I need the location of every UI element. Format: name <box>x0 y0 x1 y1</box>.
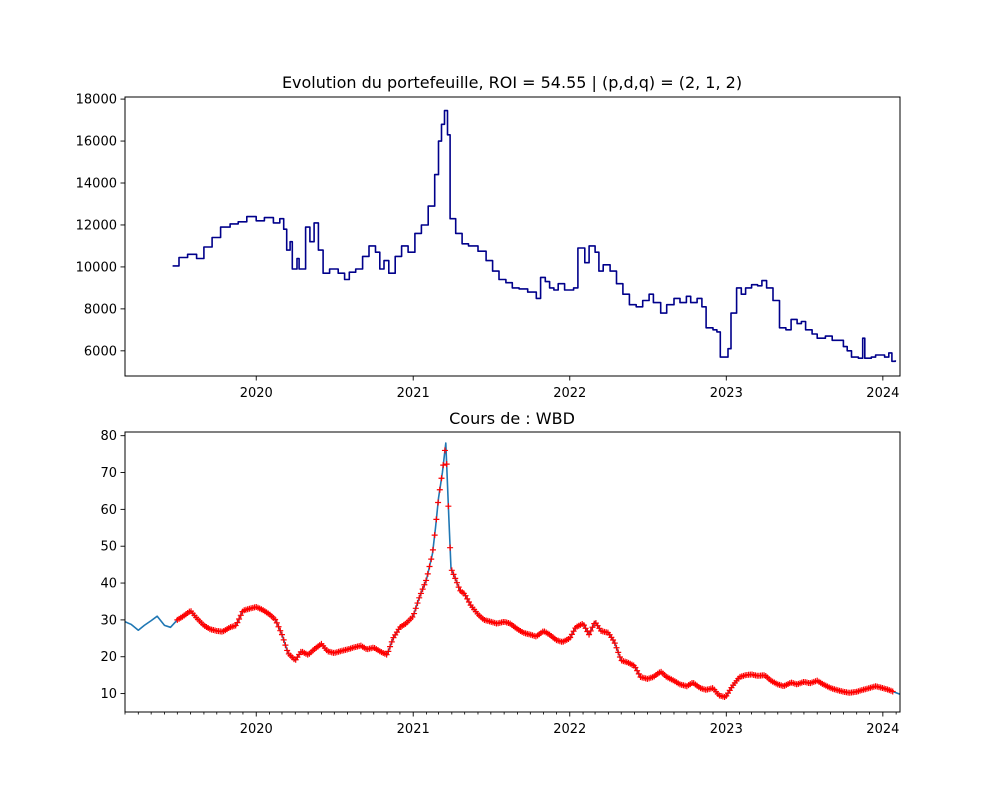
x-tick-label: 2020 <box>240 722 273 737</box>
y-tick-label: 20 <box>100 650 117 665</box>
buy-marker <box>582 625 589 632</box>
y-tick-label: 30 <box>100 613 117 628</box>
y-tick-label: 8000 <box>84 302 117 317</box>
y-tick-label: 12000 <box>76 218 117 233</box>
buy-marker <box>616 653 623 660</box>
buy-marker <box>610 637 617 644</box>
buy-marker <box>436 486 443 493</box>
buy-marker <box>234 619 241 626</box>
buy-marker <box>615 649 622 656</box>
buy-marker <box>429 546 436 553</box>
buy-marker <box>414 600 421 607</box>
buy-marker <box>284 647 291 654</box>
buy-marker <box>423 577 430 584</box>
series-line <box>172 109 897 363</box>
buy-marker <box>450 571 457 578</box>
buy-marker <box>441 447 448 454</box>
x-tick-label: 2022 <box>553 386 586 401</box>
buy-marker <box>426 563 433 570</box>
buy-marker <box>421 581 428 588</box>
y-tick-label: 18000 <box>76 93 117 108</box>
buy-marker <box>464 595 471 602</box>
buy-marker <box>635 670 642 677</box>
buy-marker <box>435 499 442 506</box>
price-chart: Cours de : WBD 2020 2021 2022 2023 2024 10 20 3… <box>100 409 901 737</box>
x-tick-label: 2023 <box>710 722 743 737</box>
axes-frame <box>124 431 901 713</box>
y-tick-label: 40 <box>100 577 117 592</box>
buy-marker <box>586 631 593 638</box>
buy-marker <box>433 516 440 523</box>
buy-marker <box>383 651 390 658</box>
x-tick-label: 2022 <box>553 722 586 737</box>
buy-marker <box>273 619 280 626</box>
buy-marker <box>424 570 431 577</box>
buy-marker <box>568 631 575 638</box>
y-tick-label: 80 <box>100 429 117 444</box>
buy-marker <box>278 631 285 638</box>
buy-marker <box>385 648 392 655</box>
buy-marker <box>452 575 459 582</box>
buy-marker <box>465 599 472 605</box>
buy-marker <box>632 664 639 671</box>
portfolio-chart-title: Evolution du portefeuille, ROI = 54.55 |… <box>282 73 742 92</box>
buy-marker <box>453 579 460 586</box>
x-tick-label: 2024 <box>866 386 899 401</box>
buy-marker <box>411 610 418 617</box>
x-tick-label: 2020 <box>240 386 273 401</box>
buy-marker <box>282 642 289 649</box>
buy-marker <box>387 643 394 650</box>
buy-marker <box>447 544 454 551</box>
buy-marker <box>272 616 279 623</box>
x-tick-label: 2021 <box>397 722 430 737</box>
buy-marker <box>236 615 243 622</box>
buy-marker <box>388 638 395 645</box>
buy-marker <box>455 584 462 591</box>
buy-marker <box>409 614 416 621</box>
buy-marker <box>277 627 284 634</box>
buy-marker <box>445 503 452 510</box>
buy-marker <box>589 624 596 631</box>
buy-marker <box>462 592 469 599</box>
buy-marker <box>443 461 450 468</box>
y-tick-label: 50 <box>100 540 117 555</box>
price-chart-title: Cours de : WBD <box>449 409 575 428</box>
buy-marker <box>275 623 282 630</box>
buy-marker <box>634 667 641 674</box>
buy-marker <box>570 628 577 635</box>
buy-marker <box>431 532 438 539</box>
buy-marker <box>237 612 244 619</box>
x-tick-label: 2023 <box>710 386 743 401</box>
buy-marker <box>580 622 587 629</box>
buy-marker <box>417 590 424 597</box>
y-tick-label: 70 <box>100 466 117 481</box>
buy-marker <box>440 462 447 469</box>
buy-marker <box>611 640 618 647</box>
buy-marker <box>438 475 445 482</box>
y-tick-label: 14000 <box>76 177 117 192</box>
buy-marker <box>412 605 419 612</box>
x-tick-label: 2024 <box>866 722 899 737</box>
axes-frame <box>124 96 901 377</box>
buy-marker <box>889 688 896 695</box>
x-tick-label: 2021 <box>397 386 430 401</box>
y-tick-label: 6000 <box>84 344 117 359</box>
buy-marker <box>280 636 287 643</box>
buy-marker <box>448 567 455 574</box>
y-tick-label: 16000 <box>76 135 117 150</box>
buy-marker <box>567 634 574 641</box>
buy-marker <box>419 586 426 593</box>
buy-marker <box>613 644 620 651</box>
y-tick-label: 10000 <box>76 260 117 275</box>
y-tick-label: 60 <box>100 503 117 518</box>
y-tick-label: 10 <box>100 687 117 702</box>
buy-marker <box>428 556 435 563</box>
buy-marker <box>416 594 423 601</box>
portfolio-chart: Evolution du portefeuille, ROI = 54.55 |… <box>76 73 901 401</box>
buy-marker <box>587 627 594 634</box>
